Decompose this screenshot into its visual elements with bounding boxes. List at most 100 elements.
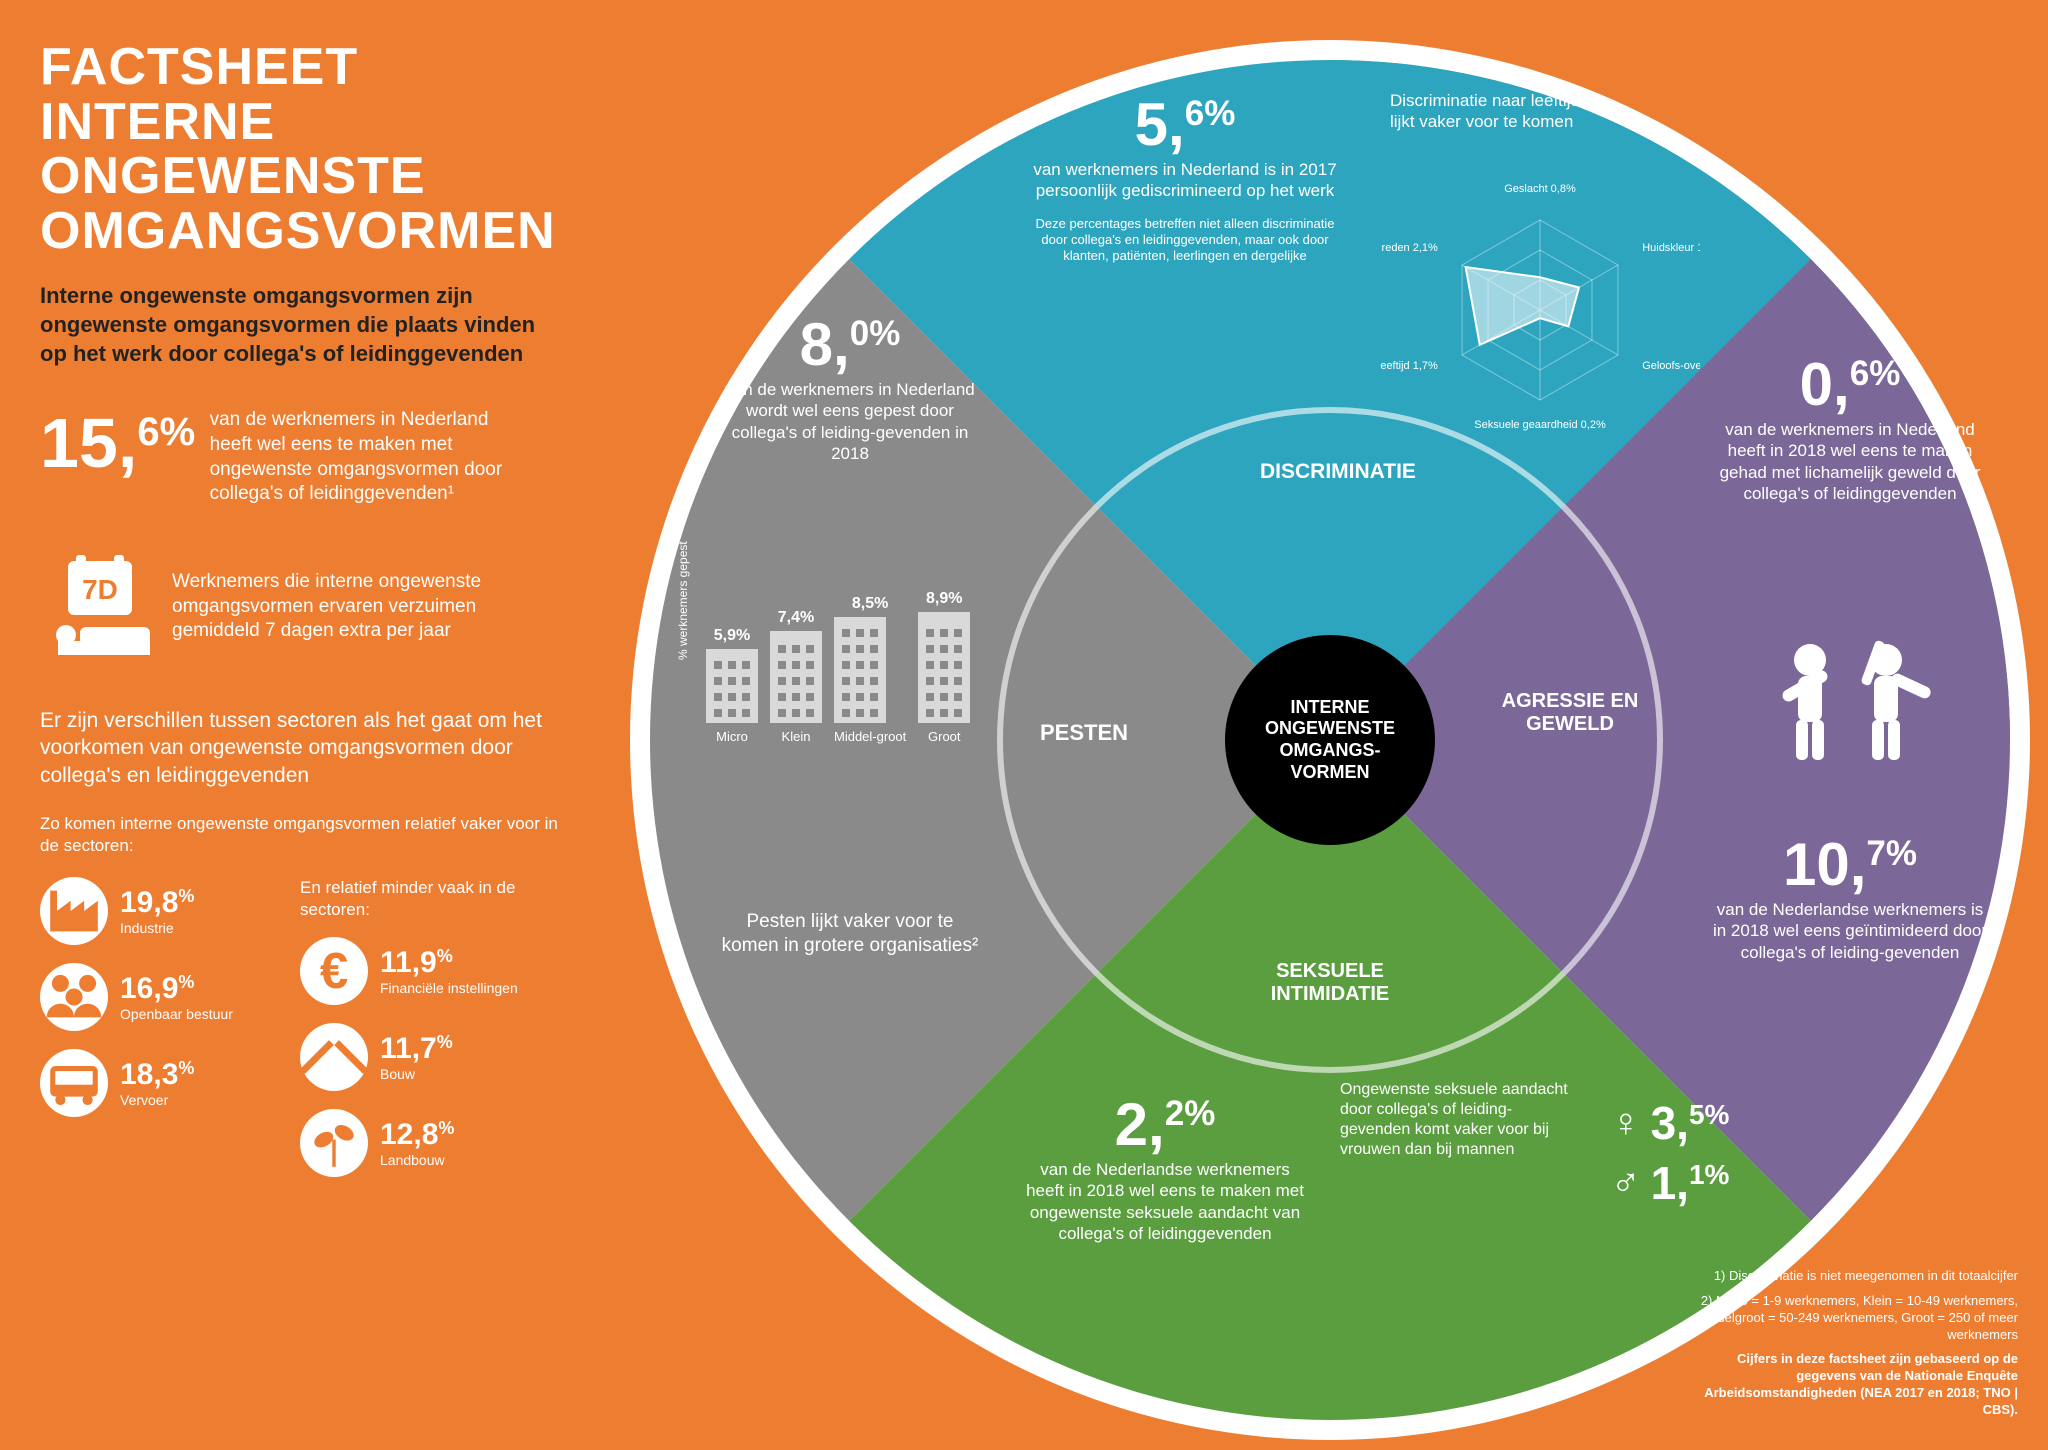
bar-rect <box>706 649 758 723</box>
headline-pct: 15,6% <box>40 408 195 478</box>
sector-row: 16,9%Openbaar bestuur <box>40 963 300 1031</box>
disc-pct-dec: 6 <box>1185 94 1204 133</box>
bar-value: 8,5% <box>834 595 906 613</box>
factsheet-page: FACTSHEET INTERNE ONGEWENSTE OMGANGSVORM… <box>0 0 2048 1449</box>
euro-icon: € <box>300 937 368 1005</box>
sector-label: Vervoer <box>120 1092 194 1108</box>
label-discriminatie: DISCRIMINATIE <box>1260 460 1416 484</box>
sector-value: 16,9% <box>120 972 233 1006</box>
sectors-less-col: En relatief minder vaak in de sectoren: … <box>300 877 560 1195</box>
sectors-more-label: Zo komen interne ongewenste omgangsvorme… <box>40 813 560 857</box>
footnotes: 1) Discriminatie is niet meegenomen in d… <box>1678 1260 2018 1419</box>
sector-row: 11,7%Bouw <box>300 1023 560 1091</box>
sector-value: 11,9% <box>380 946 518 980</box>
label-pesten: PESTEN <box>1040 720 1128 746</box>
sectors-less-label: En relatief minder vaak in de sectoren: <box>300 877 560 921</box>
disc-desc: van werknemers in Nederland is in 2017 p… <box>1030 159 1340 202</box>
seksuele-gender: Ongewenste seksuele aandacht door colleg… <box>1340 1080 1570 1160</box>
sector-label: Financiële instellingen <box>380 980 518 996</box>
left-column: FACTSHEET INTERNE ONGEWENSTE OMGANGSVORM… <box>40 40 560 1195</box>
headline-pct-dec: 6 <box>137 410 159 454</box>
pesten-bars: 5,9%Micro 7,4% Klein 8,5% Middel-groot 8,9% Gr… <box>700 590 976 744</box>
sector-label: Bouw <box>380 1066 453 1082</box>
disc-pct-int: 5 <box>1135 91 1168 158</box>
bar-column: 7,4% Klein <box>770 609 822 744</box>
svg-text:Huidskleur 1,1%: Huidskleur 1,1% <box>1642 242 1700 254</box>
days-text: Werknemers die interne ongewenste omgang… <box>172 570 532 644</box>
sector-value: 18,3% <box>120 1058 194 1092</box>
sector-row: 18,3%Vervoer <box>40 1049 300 1117</box>
bar-column: 8,5% Middel-groot <box>834 595 906 744</box>
bar-label: Middel-groot <box>834 729 906 744</box>
agressie-stat1: 0,6% van de werknemers in Nederland heef… <box>1710 350 1990 504</box>
bar-label: Groot <box>918 729 970 744</box>
agr1-dec: 6 <box>1850 354 1869 393</box>
sectors-intro: Er zijn verschillen tussen sectoren als … <box>40 707 560 789</box>
bar-column: 8,9% Groot <box>918 590 970 744</box>
sector-value: 12,8% <box>380 1118 454 1152</box>
fight-icon <box>1760 630 1940 790</box>
people-icon <box>40 963 108 1031</box>
sector-row: 12,8%Landbouw <box>300 1109 560 1177</box>
sector-row: 19,8%Industrie <box>40 877 300 945</box>
seksuele-stat: 2,2% van de Nederlandse werknemers heeft… <box>1020 1090 1310 1244</box>
label-agressie: AGRESSIE EN GEWELD <box>1490 690 1650 736</box>
pest-int: 8 <box>800 311 833 378</box>
radar-chart: Geslacht 0,8% Huidskleur 1,1% Geloofs-over… <box>1380 140 1700 460</box>
gender-title: Ongewenste seksuele aandacht door colleg… <box>1340 1080 1570 1160</box>
sector-row: €11,9%Financiële instellingen <box>300 937 560 1005</box>
sector-value: 11,7% <box>380 1032 453 1066</box>
sector-value: 19,8% <box>120 886 194 920</box>
bars-ylabel: % werknemers gepest <box>676 541 690 660</box>
male-row: ♂ 1,1% <box>1570 1156 1770 1210</box>
circle-chart: INTERNE ONGEWENSTE OMGANGS-VORMEN DISCRI… <box>620 30 2040 1450</box>
sector-label: Openbaar bestuur <box>120 1006 233 1022</box>
female-icon: ♀ <box>1611 1101 1641 1146</box>
bar-rect <box>770 631 822 723</box>
bar-rect <box>834 617 886 723</box>
bar-label: Micro <box>706 729 758 744</box>
factory-icon <box>40 877 108 945</box>
pest-dec: 0 <box>850 314 869 353</box>
page-title: FACTSHEET INTERNE ONGEWENSTE OMGANGSVORM… <box>40 40 560 258</box>
sek-int: 2 <box>1115 1091 1148 1158</box>
male-icon: ♂ <box>1611 1161 1641 1206</box>
pesten-stat: 8,0% van de werknemers in Nederland word… <box>720 310 980 464</box>
bar-label: Klein <box>770 729 822 744</box>
agr1-int: 0 <box>1800 351 1833 418</box>
bar-value: 8,9% <box>918 590 970 608</box>
days-block: 7D Werknemers die interne ongewenste omg… <box>40 547 560 667</box>
agr2-int: 10 <box>1783 831 1850 898</box>
svg-text:7D: 7D <box>82 574 118 605</box>
agr1-desc: van de werknemers in Nederland heeft in … <box>1710 419 1990 504</box>
discriminatie-stat: 5,6% van werknemers in Nederland is in 2… <box>1030 90 1340 264</box>
bus-icon <box>40 1049 108 1117</box>
footnote: Cijfers in deze factsheet zijn gebaseerd… <box>1678 1351 2018 1419</box>
page-subtitle: Interne ongewenste omgangsvormen zijn on… <box>40 282 560 368</box>
bar-column: 5,9%Micro <box>706 627 758 744</box>
label-seksuele: SEKSUELE INTIMIDATIE <box>1220 960 1440 1006</box>
agressie-stat2: 10,7% van de Nederlandse werknemers is i… <box>1710 830 1990 963</box>
sector-grid: 19,8%Industrie 16,9%Openbaar bestuur 18,3%… <box>40 877 600 1195</box>
svg-text:Geloofs-overtuiging 0,8%: Geloofs-overtuiging 0,8% <box>1642 360 1700 372</box>
svg-text:Geslacht 0,8%: Geslacht 0,8% <box>1504 183 1576 195</box>
calendar-bed-icon: 7D <box>40 547 160 667</box>
gender-values: ♀ 3,5% ♂ 1,1% <box>1570 1090 1770 1210</box>
svg-text:Andere reden 2,1%: Andere reden 2,1% <box>1380 242 1438 254</box>
female-row: ♀ 3,5% <box>1570 1096 1770 1150</box>
svg-text:Leeftijd 1,7%: Leeftijd 1,7% <box>1380 360 1438 372</box>
center-label: INTERNE ONGEWENSTE OMGANGS-VORMEN <box>1225 635 1435 845</box>
bar-rect <box>918 612 970 723</box>
sector-label: Landbouw <box>380 1152 454 1168</box>
headline-stat: 15,6% van de werknemers in Nederland hee… <box>40 408 560 507</box>
tools-icon <box>300 1023 368 1091</box>
footnote: 1) Discriminatie is niet meegenomen in d… <box>1678 1268 2018 1285</box>
radar-title: Discriminatie naar leeftijd lijkt vaker … <box>1390 90 1600 133</box>
agr2-dec: 7 <box>1866 834 1885 873</box>
disc-note: Deze percentages betreffen niet alleen d… <box>1030 216 1340 265</box>
sek-desc: van de Nederlandse werknemers heeft in 2… <box>1020 1159 1310 1244</box>
sectors-more-col: 19,8%Industrie 16,9%Openbaar bestuur 18,3%… <box>40 877 300 1195</box>
footnote: 2) Micro = 1-9 werknemers, Klein = 10-49… <box>1678 1293 2018 1344</box>
sek-dec: 2 <box>1165 1094 1184 1133</box>
bar-value: 7,4% <box>770 609 822 627</box>
